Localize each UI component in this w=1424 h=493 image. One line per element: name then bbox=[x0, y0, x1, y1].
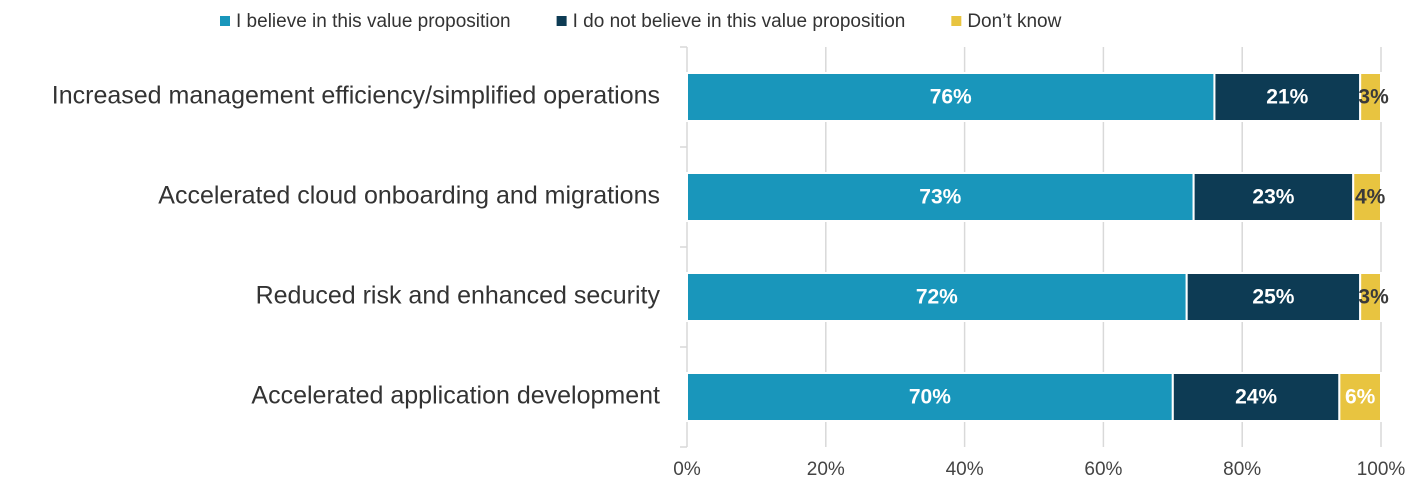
category-label: Accelerated application development bbox=[251, 382, 660, 410]
legend-label: I believe in this value proposition bbox=[236, 11, 511, 32]
value-label: 4% bbox=[1355, 186, 1386, 209]
bar-segment bbox=[1338, 372, 1382, 422]
value-label: 21% bbox=[1266, 86, 1308, 109]
value-label: 73% bbox=[919, 186, 961, 209]
bar-segment bbox=[1359, 272, 1383, 322]
value-label: 72% bbox=[916, 286, 958, 309]
legend-label: I do not believe in this value propositi… bbox=[573, 11, 906, 32]
value-label: 76% bbox=[930, 86, 972, 109]
legend-label: Don’t know bbox=[967, 11, 1061, 32]
bar-segment bbox=[686, 172, 1195, 222]
bar-segment bbox=[1359, 72, 1383, 122]
bar-segment bbox=[1171, 372, 1341, 422]
x-tick-label: 40% bbox=[946, 459, 984, 480]
x-tick-label: 80% bbox=[1223, 459, 1261, 480]
category-label: Reduced risk and enhanced security bbox=[256, 282, 661, 310]
value-label: 24% bbox=[1235, 386, 1277, 409]
value-label: 23% bbox=[1252, 186, 1294, 209]
x-tick-label: 100% bbox=[1357, 459, 1406, 480]
value-label: 6% bbox=[1345, 386, 1376, 409]
bar-segment bbox=[686, 372, 1174, 422]
legend-swatch bbox=[556, 16, 567, 26]
value-label: 3% bbox=[1358, 86, 1389, 109]
category-label: Increased management efficiency/simplifi… bbox=[52, 82, 660, 110]
value-label: 70% bbox=[909, 386, 951, 409]
x-tick-label: 60% bbox=[1084, 459, 1122, 480]
value-label: 3% bbox=[1358, 286, 1389, 309]
x-tick-label: 20% bbox=[807, 459, 845, 480]
bar-segment bbox=[1352, 172, 1382, 222]
bar-segment bbox=[1213, 72, 1362, 122]
value-label: 25% bbox=[1252, 286, 1294, 309]
x-tick-label: 0% bbox=[673, 459, 701, 480]
bar-segment bbox=[1185, 272, 1362, 322]
bar-segment bbox=[686, 272, 1188, 322]
legend-swatch bbox=[220, 16, 230, 26]
bar-segment bbox=[686, 72, 1216, 122]
legend-swatch bbox=[951, 16, 962, 26]
category-label: Accelerated cloud onboarding and migrati… bbox=[158, 182, 660, 210]
